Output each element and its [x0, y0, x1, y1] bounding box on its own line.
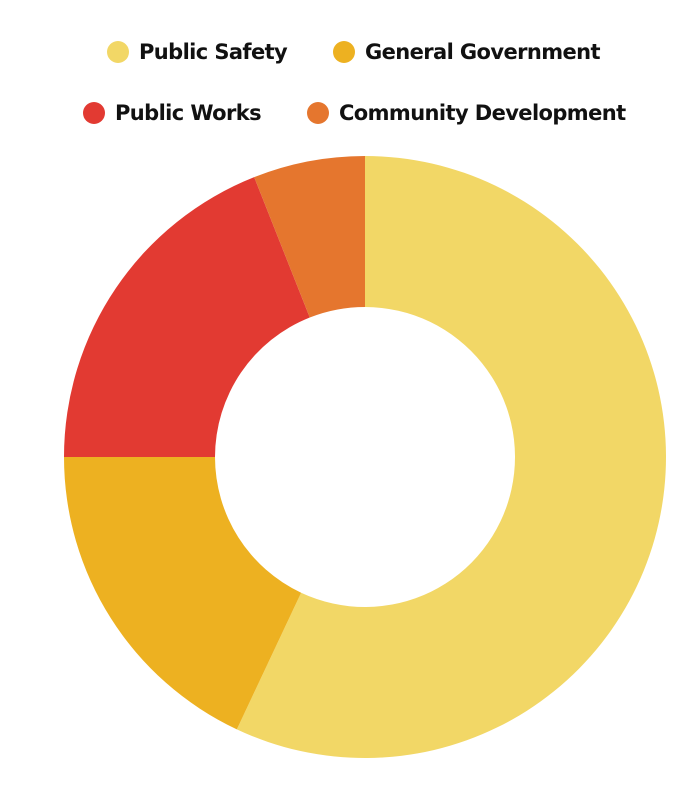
legend-label-public-safety: Public Safety	[139, 40, 288, 64]
slice-public-works	[64, 177, 310, 458]
legend-swatch-community-development	[307, 102, 329, 124]
legend-label-general-government: General Government	[365, 40, 601, 64]
slice-general-government	[64, 457, 302, 730]
legend-item-public-safety: Public Safety	[107, 40, 288, 64]
chart-legend: Public Safety General Government Public …	[0, 0, 696, 150]
legend-swatch-general-government	[333, 41, 355, 63]
legend-item-public-works: Public Works	[83, 101, 262, 125]
legend-item-general-government: General Government	[333, 40, 601, 64]
legend-label-community-development: Community Development	[339, 101, 626, 125]
slice-community-development	[254, 156, 365, 318]
legend-item-community-development: Community Development	[307, 101, 626, 125]
legend-swatch-public-safety	[107, 41, 129, 63]
legend-label-public-works: Public Works	[115, 101, 262, 125]
legend-swatch-public-works	[83, 102, 105, 124]
slice-public-safety	[236, 156, 667, 759]
